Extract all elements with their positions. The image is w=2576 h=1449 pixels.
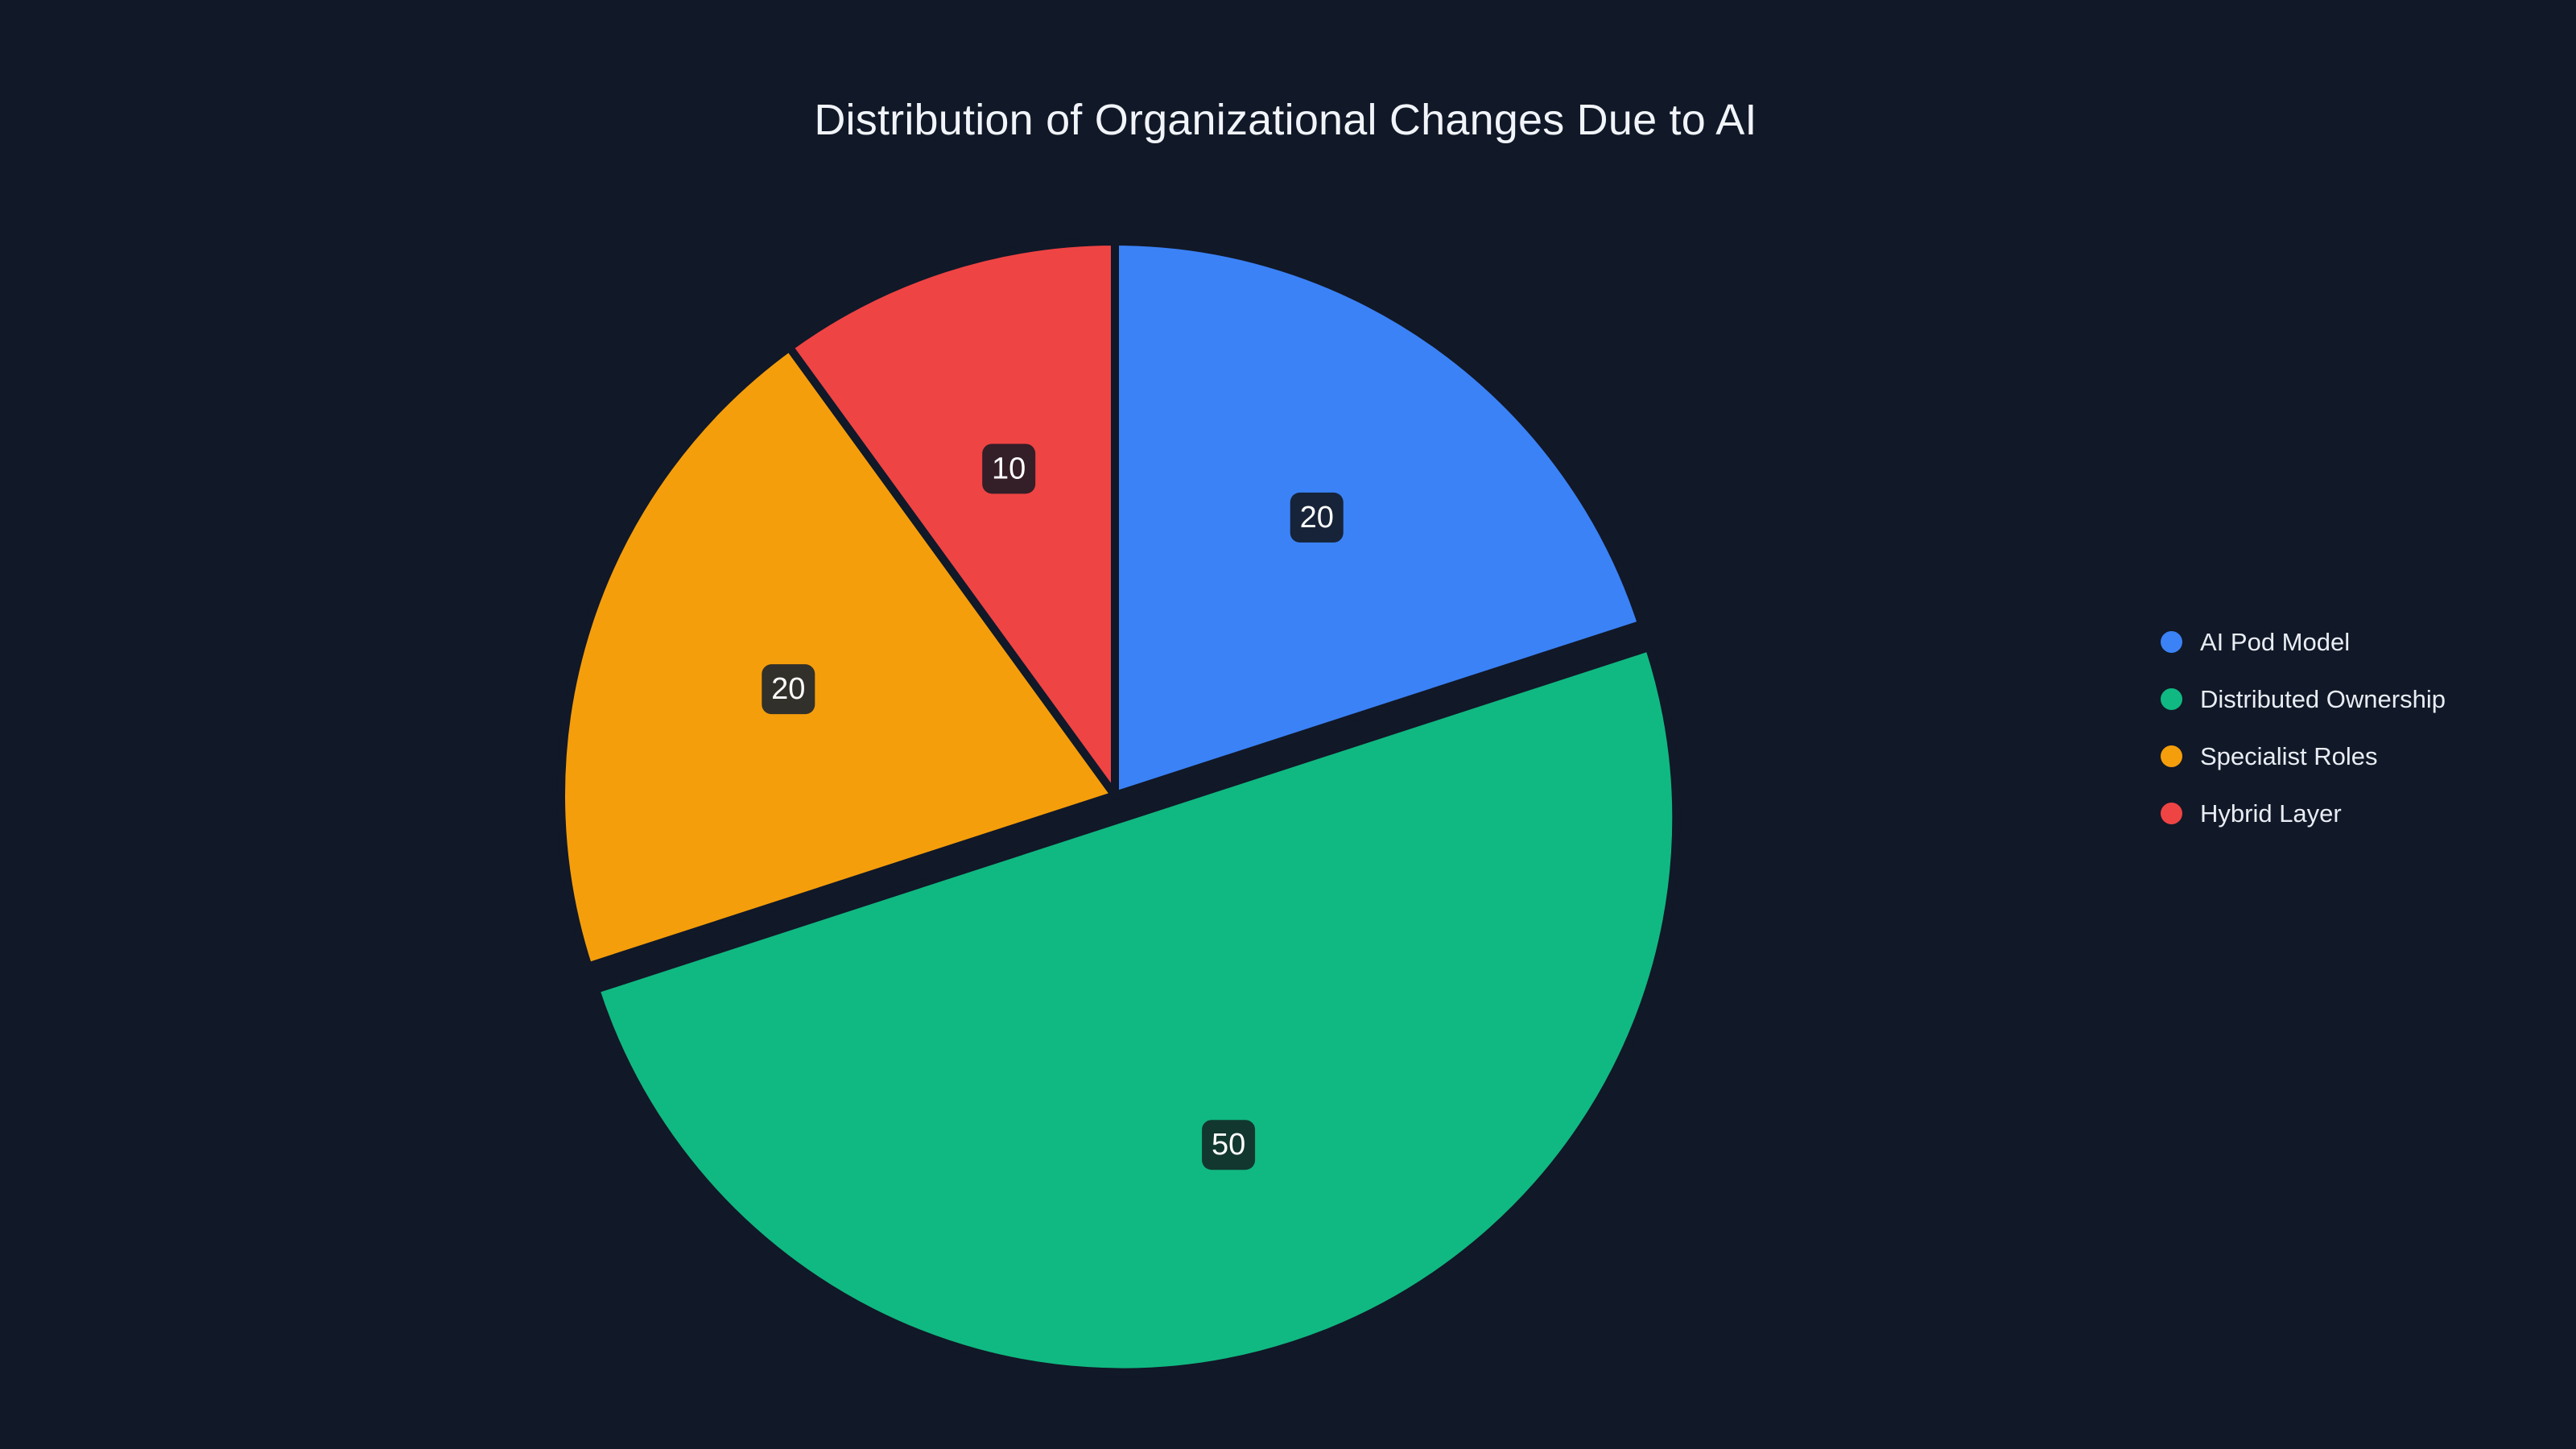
chart-legend: AI Pod Model Distributed Ownership Special… bbox=[2161, 613, 2539, 842]
legend-item-label: Hybrid Layer bbox=[2200, 799, 2342, 828]
page-title: Distribution of Organizational Changes D… bbox=[0, 95, 2576, 145]
pie-slice[interactable] bbox=[591, 642, 1681, 1377]
data-label-badge bbox=[1202, 1120, 1256, 1170]
chart-title-text: Distribution of Organizational Changes D… bbox=[814, 96, 1757, 144]
data-label-badge bbox=[982, 444, 1036, 494]
data-label-value: 20 bbox=[1300, 501, 1334, 535]
data-label-value: 50 bbox=[1212, 1128, 1245, 1162]
legend-swatch-icon bbox=[2161, 745, 2182, 767]
legend-swatch-icon bbox=[2161, 631, 2182, 653]
pie-slice[interactable] bbox=[1111, 237, 1646, 799]
data-label-badge bbox=[762, 664, 815, 715]
data-label-value: 10 bbox=[992, 452, 1026, 485]
legend-swatch-icon bbox=[2161, 803, 2182, 824]
legend-item[interactable]: Distributed Ownership bbox=[2161, 671, 2539, 728]
pie-slice[interactable] bbox=[557, 343, 1119, 971]
legend-swatch-icon bbox=[2161, 688, 2182, 710]
legend-item-label: Specialist Roles bbox=[2200, 742, 2378, 770]
legend-item[interactable]: AI Pod Model bbox=[2161, 613, 2539, 671]
legend-item[interactable]: Specialist Roles bbox=[2161, 728, 2539, 785]
data-label-value: 20 bbox=[771, 672, 805, 706]
pie-data-labels: 20 50 20 10 bbox=[762, 444, 1344, 1170]
pie-slice[interactable] bbox=[785, 237, 1119, 799]
legend-item-label: Distributed Ownership bbox=[2200, 685, 2446, 713]
pie-slices bbox=[557, 237, 1681, 1377]
legend-item-label: AI Pod Model bbox=[2200, 628, 2351, 656]
data-label-badge bbox=[1290, 492, 1344, 543]
legend-item[interactable]: Hybrid Layer bbox=[2161, 785, 2539, 842]
